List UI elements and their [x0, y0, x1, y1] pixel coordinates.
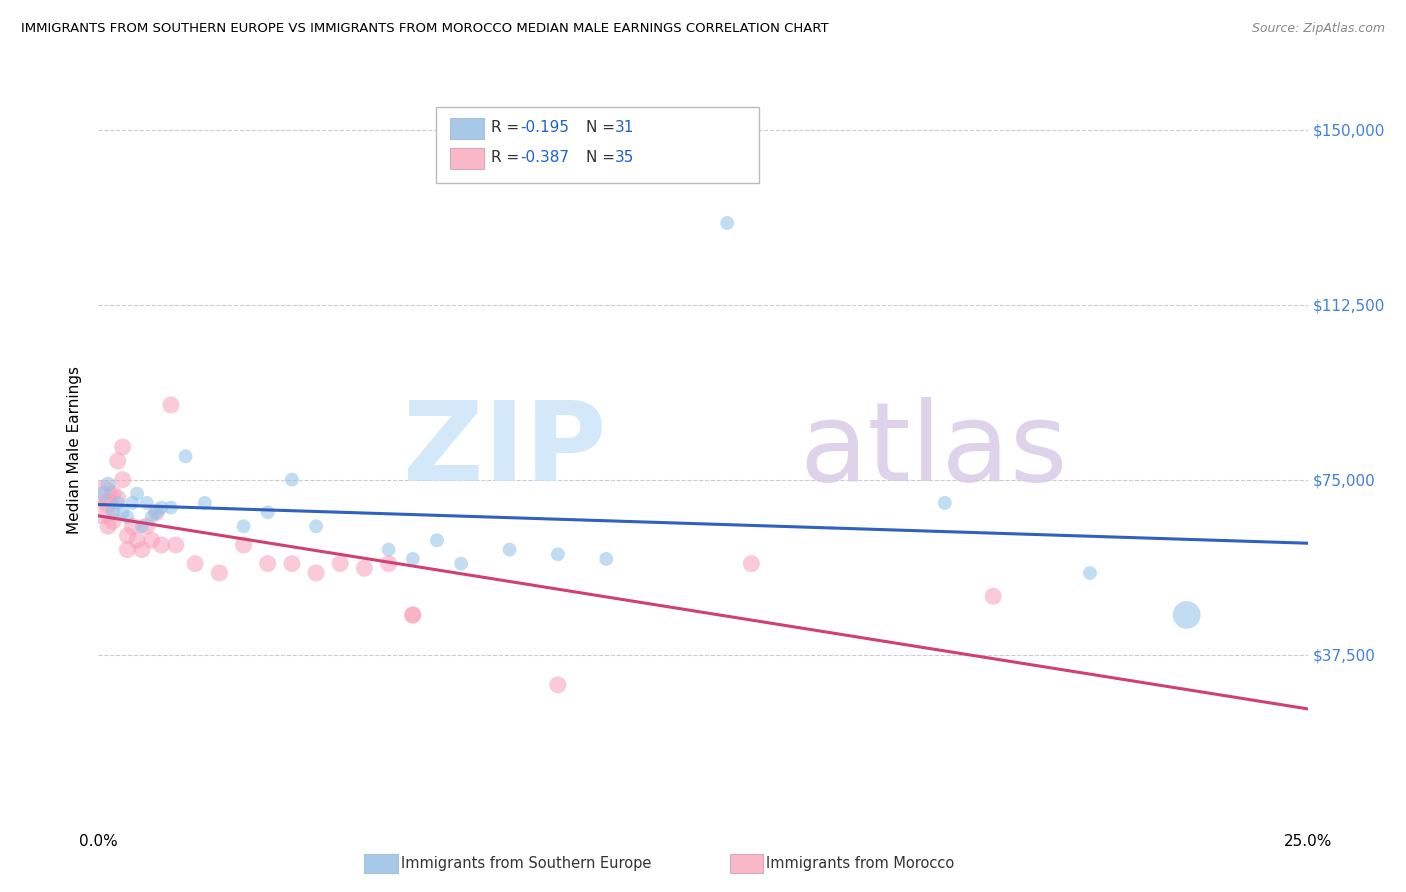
Point: [97, 519, 120, 533]
Text: IMMIGRANTS FROM SOUTHERN EUROPE VS IMMIGRANTS FROM MOROCCO MEDIAN MALE EARNINGS : IMMIGRANTS FROM SOUTHERN EUROPE VS IMMIG…: [21, 22, 828, 36]
Point: [111, 440, 134, 454]
Point: [402, 552, 425, 566]
Point: [101, 515, 124, 529]
Point: [305, 519, 328, 533]
Point: [165, 538, 187, 552]
Point: [91, 505, 114, 519]
Point: [281, 473, 304, 487]
Point: [740, 557, 762, 571]
Point: [101, 486, 124, 500]
Point: [256, 557, 278, 571]
Point: [107, 491, 129, 506]
Point: [208, 566, 231, 580]
Text: 31: 31: [614, 120, 634, 135]
Y-axis label: Median Male Earnings: Median Male Earnings: [67, 367, 83, 534]
Point: [256, 505, 278, 519]
Point: [145, 505, 167, 519]
Point: [450, 557, 472, 571]
Point: [934, 496, 956, 510]
Point: [145, 505, 167, 519]
Text: R =: R =: [491, 151, 524, 165]
Point: [107, 496, 129, 510]
Point: [1078, 566, 1101, 580]
Point: [121, 496, 143, 510]
Point: [160, 398, 183, 412]
Point: [174, 450, 197, 464]
Point: [131, 542, 153, 557]
Point: [353, 561, 375, 575]
Text: Immigrants from Morocco: Immigrants from Morocco: [766, 856, 955, 871]
Point: [595, 552, 617, 566]
Text: Immigrants from Southern Europe: Immigrants from Southern Europe: [401, 856, 651, 871]
Point: [135, 496, 157, 510]
Point: [1175, 607, 1198, 622]
Point: [402, 607, 425, 622]
Point: [716, 216, 738, 230]
Point: [160, 500, 183, 515]
Point: [981, 589, 1004, 603]
Point: [101, 505, 124, 519]
Text: atlas: atlas: [800, 397, 1069, 504]
Point: [135, 519, 157, 533]
Point: [111, 473, 134, 487]
Point: [150, 500, 173, 515]
Point: [127, 486, 149, 500]
Point: [150, 538, 173, 552]
Point: [232, 538, 254, 552]
Point: [131, 519, 153, 533]
Point: [97, 496, 120, 510]
Point: [117, 542, 139, 557]
Text: R =: R =: [491, 120, 524, 135]
Point: [97, 477, 120, 491]
Point: [281, 557, 304, 571]
Point: [547, 678, 569, 692]
Point: [232, 519, 254, 533]
Text: N =: N =: [586, 120, 620, 135]
Point: [127, 533, 149, 548]
Point: [547, 547, 569, 561]
Point: [194, 496, 217, 510]
Point: [305, 566, 328, 580]
Text: 35: 35: [614, 151, 634, 165]
Text: -0.195: -0.195: [520, 120, 569, 135]
Point: [117, 510, 139, 524]
Text: -0.387: -0.387: [520, 151, 569, 165]
Point: [377, 542, 399, 557]
Point: [402, 607, 425, 622]
Point: [184, 557, 207, 571]
Point: [107, 454, 129, 468]
Point: [426, 533, 449, 548]
Point: [141, 510, 163, 524]
Point: [111, 505, 134, 519]
Point: [141, 533, 163, 548]
Point: [498, 542, 520, 557]
Point: [117, 528, 139, 542]
Point: [91, 486, 114, 500]
Text: N =: N =: [586, 151, 620, 165]
Point: [121, 519, 143, 533]
Point: [91, 486, 114, 500]
Point: [329, 557, 352, 571]
Text: Source: ZipAtlas.com: Source: ZipAtlas.com: [1251, 22, 1385, 36]
Point: [377, 557, 399, 571]
Text: ZIP: ZIP: [404, 397, 606, 504]
